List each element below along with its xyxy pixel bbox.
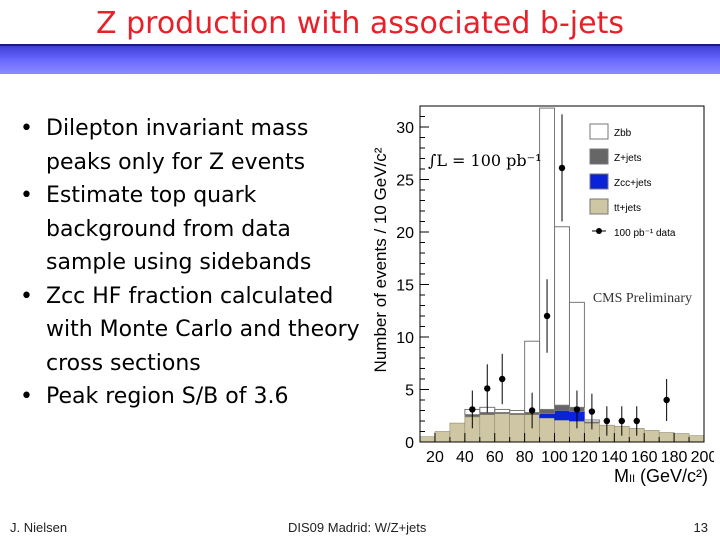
x-tick-label: 80 [516, 449, 534, 466]
title-bar [0, 44, 720, 74]
bullet-item: Zcc HF fraction calculated with Monte Ca… [20, 280, 360, 381]
bar-zbb [494, 408, 511, 414]
data-point [603, 417, 611, 425]
x-tick-label: 120 [571, 449, 598, 466]
x-tick-label: 140 [601, 449, 628, 466]
y-tick-label: 5 [405, 383, 414, 400]
legend-swatch [589, 198, 609, 215]
bar-tt-jets [419, 436, 436, 443]
y-tick-label: 25 [396, 173, 414, 190]
bar-zbb [539, 107, 556, 410]
x-tick-label: 160 [631, 449, 658, 466]
bar-tt-jets [673, 433, 690, 443]
data-point [618, 417, 625, 425]
bar-tt-jets [688, 435, 705, 443]
x-tick-label: 60 [486, 449, 504, 466]
bar-tt-jets [479, 414, 496, 443]
bullet-item: Estimate top quark background from data … [20, 179, 360, 280]
data-point [469, 406, 476, 413]
bar-tt-jets [554, 419, 570, 443]
y-tick-label: 0 [405, 435, 414, 452]
bar-tt-jets [434, 431, 451, 443]
y-tick-label: 15 [396, 278, 414, 295]
bar-tt-jets [509, 414, 525, 443]
footer-conference: DIS09 Madrid: W/Z+jets [288, 520, 427, 535]
data-point [543, 312, 551, 320]
data-point [558, 164, 566, 172]
legend-label: Z+jets [614, 153, 642, 164]
axes-layer: 0 5 10 15 20 25 30 20 40 60 80 100 120 140 160 180 200 [396, 105, 714, 466]
bar-zbb [554, 226, 570, 406]
legend-label: 100 pb⁻¹ data [614, 228, 676, 239]
footer-author: J. Nielsen [10, 520, 68, 535]
bar-tt-jets [449, 422, 466, 443]
legend-label: Zcc+jets [614, 178, 652, 189]
bar-z-jets [539, 409, 555, 414]
data-point [633, 417, 640, 425]
legend-label: tt+jets [614, 203, 641, 214]
bar-tt-jets [494, 413, 510, 443]
y-tick-label: 10 [396, 330, 414, 347]
luminosity-annotation: ∫L = 100 pb⁻¹ [428, 151, 542, 170]
x-axis-label: Mₗₗ (GeV/c²) [614, 466, 708, 486]
x-tick-label: 20 [426, 449, 444, 466]
footer-page-number: 13 [693, 520, 708, 535]
bar-zbb [509, 410, 526, 415]
slide-title: Z production with associated b-jets [96, 6, 624, 41]
y-tick-label: 30 [396, 120, 414, 137]
legend-label: Zbb [614, 128, 632, 139]
legend-swatch [589, 148, 609, 165]
x-tick-label: 40 [456, 449, 474, 466]
legend-marker [596, 228, 602, 234]
title-bar-line [0, 44, 720, 46]
bar-zcc-jets [539, 413, 555, 419]
bullet-list: Dilepton invariant mass peaks only for Z… [20, 112, 360, 414]
legend-swatch [589, 173, 609, 190]
bar-tt-jets [539, 417, 555, 443]
data-point [573, 406, 581, 413]
bullet-item: Peak region S/B of 3.6 [20, 380, 360, 414]
x-tick-label: 180 [661, 449, 688, 466]
legend-swatch [589, 123, 609, 140]
histogram-layer [419, 107, 705, 443]
y-axis-label: Number of events / 10 GeV/c² [371, 147, 390, 372]
bullet-item: Dilepton invariant mass peaks only for Z… [20, 112, 360, 179]
bar-tt-jets [643, 430, 660, 443]
bar-zcc-jets [554, 410, 570, 421]
mass-histogram-chart: 0 5 10 15 20 25 30 20 40 60 80 100 120 140 160 180 200 Z… [371, 105, 714, 486]
legend: Zbb Z+jets Zcc+jets tt+jets 100 pb⁻¹ data [589, 123, 676, 239]
data-points-layer [469, 114, 670, 436]
data-point [588, 408, 596, 415]
data-point [663, 396, 670, 404]
bar-z-jets [554, 404, 570, 411]
data-point [528, 407, 536, 414]
data-point [484, 385, 491, 392]
x-tick-label: 200 [691, 449, 714, 466]
cms-preliminary-label: CMS Preliminary [593, 291, 692, 306]
bar-tt-jets [658, 432, 675, 443]
y-tick-label: 20 [396, 225, 414, 242]
data-point [499, 375, 506, 383]
x-tick-label: 100 [541, 449, 568, 466]
